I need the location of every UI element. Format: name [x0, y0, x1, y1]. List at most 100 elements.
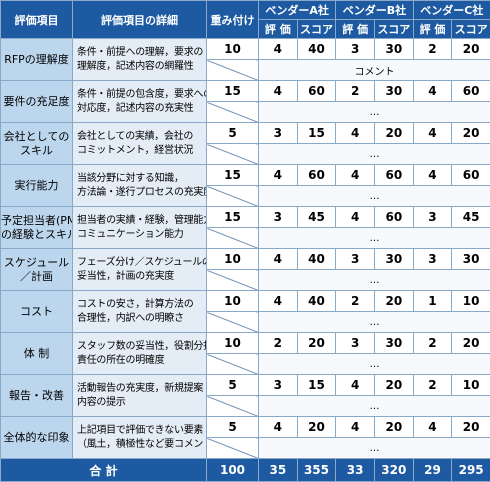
item-detail: 担当者の実績・経験，管理能力， コミュニケーション能力 — [72, 206, 207, 249]
rating: 4 — [258, 164, 298, 186]
comment: … — [258, 269, 490, 291]
item-detail: 当該分野に対する知識， 方法論・遂行プロセスの充実度 — [72, 164, 207, 207]
score: 30 — [373, 248, 414, 270]
score: 20 — [451, 416, 490, 438]
text-line: RFPの理解度 — [4, 52, 69, 66]
item-detail: コストの安さ，計算方法の 合理性，内訳への明瞭さ — [72, 290, 207, 333]
rating: 4 — [412, 164, 453, 186]
rating: 3 — [335, 332, 375, 354]
header-sub: スコア — [296, 19, 337, 39]
diagonal-cell — [206, 269, 259, 291]
score: 40 — [296, 38, 337, 60]
item-label: 全体的な印象 — [0, 416, 73, 459]
rating: 2 — [412, 374, 453, 396]
rating: 4 — [335, 416, 375, 438]
header-vendor: ベンダーB社 — [335, 0, 414, 20]
text-line: 上記項目で評価できない要素 — [77, 424, 204, 436]
score: 20 — [451, 38, 490, 60]
score: 20 — [373, 374, 414, 396]
comment: … — [258, 185, 490, 207]
score: 20 — [296, 332, 337, 354]
comment: コメント — [258, 59, 490, 81]
weight: 15 — [206, 80, 259, 102]
rating: 4 — [335, 122, 375, 144]
rating: 3 — [258, 374, 298, 396]
text-line: 妥当性，計画の充実度 — [77, 270, 174, 282]
score: 40 — [296, 248, 337, 270]
text-line: コミュニケーション能力 — [77, 228, 184, 240]
total-score: 29 — [412, 458, 453, 482]
item-detail: 会社としての実績，会社の コミットメント，経営状況 — [72, 122, 207, 165]
weight: 15 — [206, 164, 259, 186]
text-line: 会社としての — [3, 129, 70, 143]
total-weight: 100 — [206, 458, 259, 482]
text-line: 全体的な印象 — [3, 430, 70, 444]
rating: 4 — [258, 38, 298, 60]
score: 20 — [373, 122, 414, 144]
rating: 3 — [258, 206, 298, 228]
rating: 2 — [412, 332, 453, 354]
item-label: スケジュール ／計画 — [0, 248, 73, 291]
rating: 4 — [412, 416, 453, 438]
diagonal-cell — [206, 143, 259, 165]
item-detail: 上記項目で評価できない要素 （風土，積極性など要コメント） — [72, 416, 207, 459]
text-line: フェーズ分け／スケジュールの — [77, 256, 207, 268]
rating: 1 — [412, 290, 453, 312]
rating: 3 — [258, 122, 298, 144]
text-line: ／計画 — [20, 269, 53, 283]
total-score: 35 — [258, 458, 298, 482]
weight: 10 — [206, 248, 259, 270]
item-detail: スタッフ数の妥当性，役割分担， 責任の所在の明確度 — [72, 332, 207, 375]
score: 15 — [296, 374, 337, 396]
item-label: 報告・改善 — [0, 374, 73, 417]
diagonal-cell — [206, 395, 259, 417]
text-line: スタッフ数の妥当性，役割分担， — [77, 340, 206, 352]
comment: … — [258, 311, 490, 333]
text-line: 方法論・遂行プロセスの充実度 — [77, 186, 207, 198]
item-label: RFPの理解度 — [0, 38, 73, 81]
rating: 4 — [258, 290, 298, 312]
text-line: スキル — [20, 143, 53, 157]
rating: 3 — [412, 248, 453, 270]
text-line: 内容の提示 — [77, 396, 126, 408]
header-detail: 評価項目の詳細 — [72, 0, 207, 39]
header-sub: 評 価 — [335, 19, 375, 39]
item-detail: 活動報告の充実度，新規提案 内容の提示 — [72, 374, 207, 417]
text-line: 当該分野に対する知識， — [77, 172, 184, 184]
score: 10 — [451, 290, 490, 312]
diagonal-cell — [206, 353, 259, 375]
item-label: コスト — [0, 290, 73, 333]
item-label: 予定担当者(PM)の経験とスキル — [0, 206, 73, 249]
rating: 4 — [258, 248, 298, 270]
weight: 15 — [206, 206, 259, 228]
diagonal-cell — [206, 437, 259, 459]
score: 10 — [451, 374, 490, 396]
score: 45 — [296, 206, 337, 228]
score: 15 — [296, 122, 337, 144]
score: 30 — [373, 80, 414, 102]
comment: … — [258, 353, 490, 375]
comment: … — [258, 101, 490, 123]
score: 20 — [451, 332, 490, 354]
item-label: 実行能力 — [0, 164, 73, 207]
weight: 5 — [206, 122, 259, 144]
score: 40 — [296, 290, 337, 312]
text-line: 活動報告の充実度，新規提案 — [77, 382, 204, 394]
rating: 2 — [258, 332, 298, 354]
item-label: 要件の充足度 — [0, 80, 73, 123]
rating: 3 — [412, 206, 453, 228]
score: 60 — [296, 80, 337, 102]
score: 30 — [451, 248, 490, 270]
text-line: スケジュール — [3, 255, 70, 269]
rating: 4 — [335, 164, 375, 186]
total-score: 295 — [451, 458, 490, 482]
rating: 4 — [412, 122, 453, 144]
score: 20 — [451, 122, 490, 144]
text-line: 予定担当者(PM) — [1, 213, 72, 227]
comment: … — [258, 395, 490, 417]
total-score: 320 — [373, 458, 414, 482]
text-line: コミットメント，経営状況 — [77, 144, 194, 156]
weight: 5 — [206, 374, 259, 396]
score: 60 — [373, 206, 414, 228]
score: 60 — [451, 80, 490, 102]
